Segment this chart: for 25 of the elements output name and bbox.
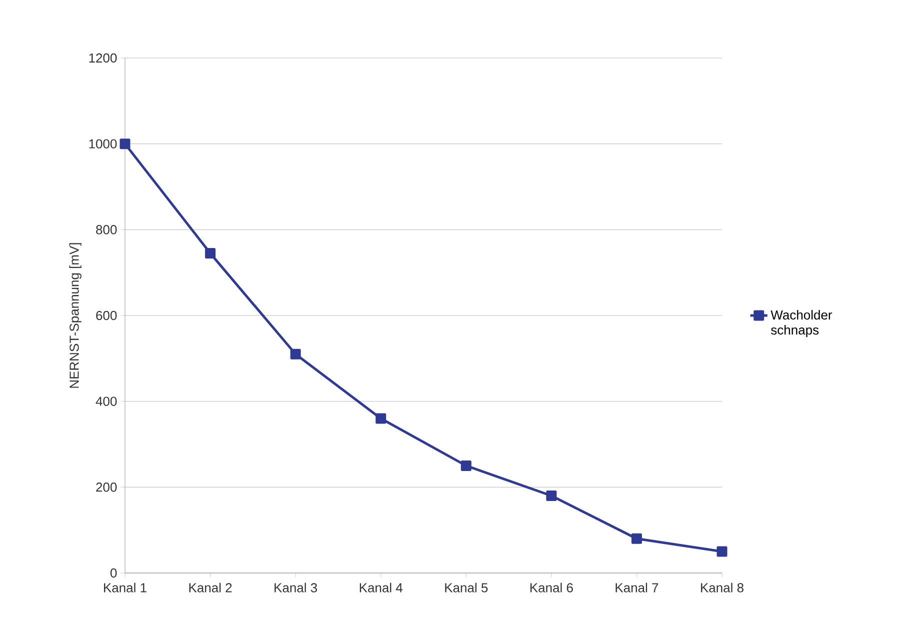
y-tick-label: 200 [96, 482, 117, 492]
x-tick-label: Kanal 1 [104, 582, 146, 592]
x-tick-label: Kanal 5 [445, 582, 488, 592]
point [716, 546, 728, 557]
x-tick-label: Kanal 3 [274, 582, 318, 592]
x-tick-label: Kanal 8 [701, 582, 744, 592]
x-tick-label: Kanal 2 [189, 582, 232, 592]
legend-label: Wacholder schnaps [770, 310, 832, 338]
y-tick-label: 1000 [89, 139, 117, 148]
y-tick-label: 0 [110, 568, 117, 578]
y-tick-label: 600 [96, 310, 117, 320]
point [546, 490, 557, 501]
x-tick-label: Kanal 7 [616, 582, 658, 592]
point [631, 533, 642, 544]
point [460, 460, 472, 471]
y-tick-label: 800 [96, 225, 117, 234]
y-tick-label: 1200 [89, 53, 117, 63]
y-axis-title: NERNST-Spannung [mV] [69, 243, 82, 388]
point [205, 248, 216, 259]
point [376, 413, 386, 424]
point [120, 138, 130, 150]
x-tick-label: Kanal 4 [360, 582, 403, 592]
x-tick-label: Kanal 6 [530, 582, 573, 592]
point [290, 348, 301, 360]
y-tick-label: 400 [96, 396, 117, 406]
